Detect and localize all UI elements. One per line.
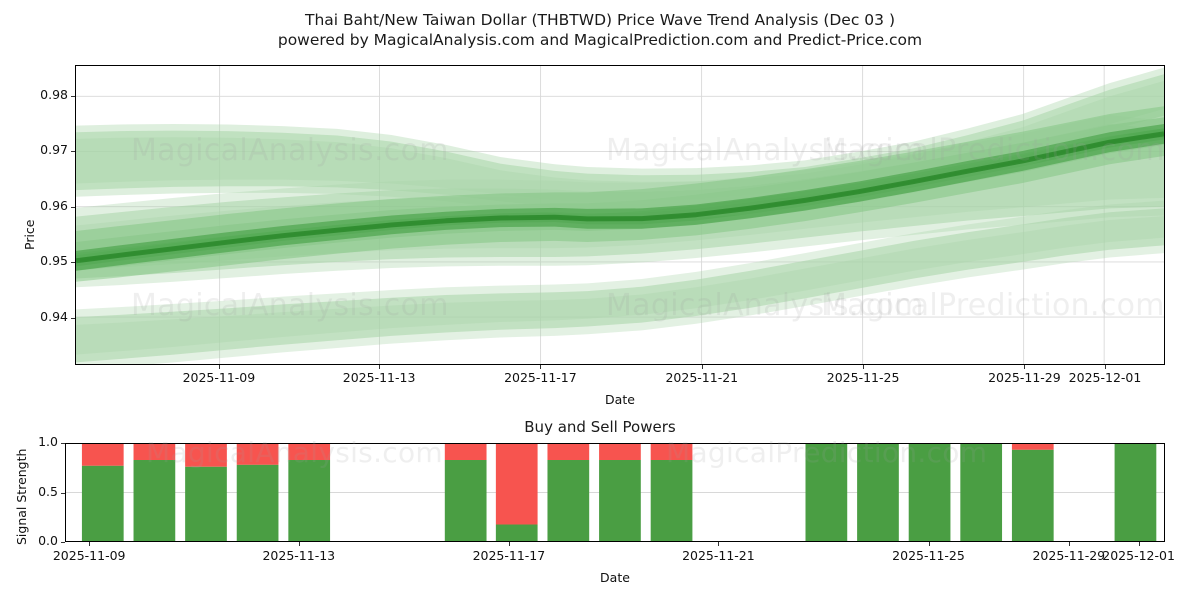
signal-bar-buy[interactable] <box>650 460 693 541</box>
price-x-tick-label: 2025-11-17 <box>504 370 577 385</box>
price-x-tickmark <box>1105 365 1106 369</box>
price-x-tick-label: 2025-11-13 <box>342 370 416 385</box>
price-x-tickmark <box>379 365 381 369</box>
signal-bar-buy[interactable] <box>599 460 641 541</box>
signal-bar-buy[interactable] <box>1114 444 1157 541</box>
price-x-axis-label: Date <box>605 392 635 407</box>
signal-x-tick-label: 2025-11-25 <box>892 548 965 563</box>
signal-chart-title: Buy and Sell Powers <box>524 418 676 436</box>
signal-bar-buy[interactable] <box>1011 449 1054 541</box>
signal-x-tickmark <box>928 542 930 546</box>
price-band-echo-7 <box>76 128 1164 282</box>
price-band-2 <box>76 208 1164 363</box>
signal-bar-sell[interactable] <box>650 444 693 461</box>
signal-x-tickmark <box>718 542 720 546</box>
chart-title-block: Thai Baht/New Taiwan Dollar (THBTWD) Pri… <box>0 10 1200 50</box>
signal-x-axis-label: Date <box>600 570 630 585</box>
price-y-tick-label: 0.94 <box>40 308 68 324</box>
signal-y-tickmark <box>61 443 65 444</box>
price-y-tickmark <box>71 151 75 153</box>
signal-bar-buy[interactable] <box>81 465 124 541</box>
signal-x-tick-label: 2025-11-09 <box>52 548 126 563</box>
signal-bar-buy[interactable] <box>288 460 331 541</box>
signal-bar-sell[interactable] <box>599 444 641 461</box>
signal-bar-sell[interactable] <box>1011 444 1054 450</box>
price-y-tick-label: 0.98 <box>40 86 68 102</box>
page-title-line-2: powered by MagicalAnalysis.com and Magic… <box>277 31 923 49</box>
signal-y-tickmark <box>61 542 65 543</box>
price-y-tickmark <box>71 95 75 97</box>
signal-chart-plot-area: MagicalAnalysis.com MagicalPrediction.co… <box>65 436 1165 542</box>
signal-bar-buy[interactable] <box>960 444 1003 541</box>
signal-x-tickmark <box>1068 542 1070 546</box>
price-x-tickmark <box>701 365 703 369</box>
signal-bar-buy[interactable] <box>444 460 487 541</box>
signal-x-tickmark <box>89 542 91 546</box>
price-y-tickmark <box>71 206 75 208</box>
signal-y-tick-label: 0.5 <box>38 483 58 499</box>
price-band-echo-9 <box>76 132 1164 271</box>
price-x-tickmark <box>863 365 865 369</box>
signal-bar-buy[interactable] <box>547 460 590 541</box>
price-y-tickmark <box>71 262 75 264</box>
price-band-echo-4 <box>76 200 1164 355</box>
signal-y-tickmark <box>61 492 65 494</box>
price-y-axis-label: Price <box>22 219 37 251</box>
signal-x-tick-label: 2025-11-17 <box>472 548 546 563</box>
signal-bar-buy[interactable] <box>805 444 848 541</box>
signal-bar-sell[interactable] <box>81 444 124 466</box>
price-x-tickmark <box>540 365 542 369</box>
signal-bar-sell[interactable] <box>547 444 590 461</box>
price-x-tick-label: 2025-11-25 <box>826 370 900 385</box>
price-chart-plot-area: MagicalAnalysis.com MagicalAnalysis.com … <box>75 65 1165 365</box>
signal-bar-sell[interactable] <box>185 444 227 467</box>
price-x-tickmark <box>1024 365 1026 369</box>
signal-x-tick-label: 2025-11-13 <box>262 548 336 563</box>
signal-bar-buy[interactable] <box>185 466 227 541</box>
signal-y-tick-label: 1.0 <box>38 434 58 449</box>
page-title-line-1: Thai Baht/New Taiwan Dollar (THBTWD) Pri… <box>305 11 895 29</box>
price-y-tick-label: 0.97 <box>40 142 68 158</box>
price-x-tick-label: 2025-11-29 <box>988 370 1061 385</box>
signal-bar-sell[interactable] <box>236 444 279 465</box>
signal-x-tickmark <box>508 542 510 546</box>
buy-sell-bars-svg <box>66 444 1164 541</box>
signal-bar-buy[interactable] <box>133 460 176 541</box>
signal-x-tick-label: 2025-11-29 <box>1032 548 1106 563</box>
signal-bar-buy[interactable] <box>857 444 899 541</box>
price-y-tick-label: 0.95 <box>40 253 68 269</box>
price-x-tick-label: 2025-12-01 <box>1068 370 1142 385</box>
price-band-echo-5 <box>76 216 1164 364</box>
signal-y-tick-label: 0.0 <box>38 533 58 548</box>
signal-bar-buy[interactable] <box>236 464 279 541</box>
price-x-tick-label: 2025-11-21 <box>665 370 739 385</box>
signal-bar-sell[interactable] <box>133 444 176 461</box>
price-y-tickmark <box>71 317 75 319</box>
signal-x-tick-label: 2025-12-01 <box>1102 548 1175 563</box>
price-core-line <box>76 131 1164 264</box>
price-wave-svg <box>76 66 1164 364</box>
signal-x-tickmark <box>298 542 300 546</box>
signal-bar-buy[interactable] <box>495 524 538 541</box>
signal-bar-sell[interactable] <box>495 444 538 525</box>
price-band-echo-0 <box>76 67 1164 205</box>
signal-x-tickmark <box>1138 542 1140 546</box>
price-x-tick-label: 2025-11-09 <box>182 370 256 385</box>
price-y-tick-label: 0.96 <box>40 197 68 213</box>
signal-bar-buy[interactable] <box>908 444 951 541</box>
signal-bar-sell[interactable] <box>444 444 487 461</box>
price-x-tickmark <box>218 365 220 369</box>
signal-bar-sell[interactable] <box>288 444 331 461</box>
signal-x-tick-label: 2025-11-21 <box>682 548 755 563</box>
